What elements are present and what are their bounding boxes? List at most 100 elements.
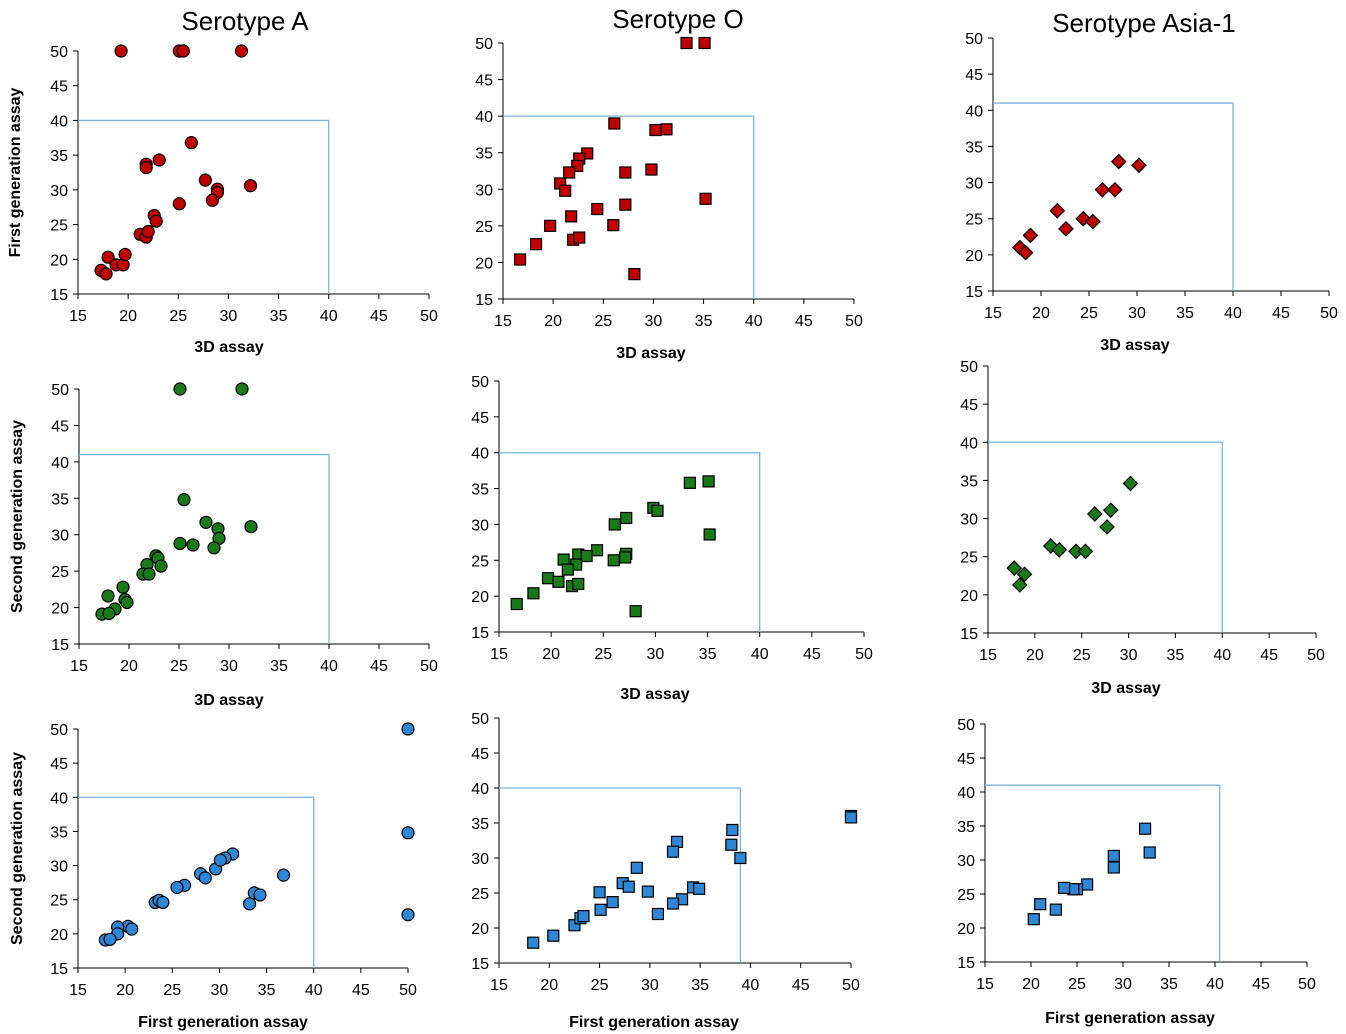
data-point [1138,822,1152,835]
data-point [577,909,590,923]
data-point [1012,577,1028,593]
data-point [101,589,115,603]
data-point [559,184,572,197]
y-tick-label: 45 [50,756,68,773]
panel-asia1-3d-vs-first-gen: 15 20 25 30 35 40 45 50 15 20 25 30 35 40 45 50 3D assay [965,31,1338,354]
y-tick-label: 20 [475,255,493,272]
data-point [172,197,186,211]
data-point [1058,220,1074,237]
x-tick-label: 15 [69,982,87,999]
x-tick-label: 40 [1206,976,1224,993]
y-tick-label: 50 [957,717,975,734]
data-point [1049,903,1062,916]
data-point [154,559,168,573]
panel-asia1-first-vs-second-gen: 15 20 25 30 35 40 45 50 15 20 25 30 35 40 45 50 First ge… [957,717,1316,1027]
data-point [176,44,190,58]
data-point [1102,502,1119,519]
x-tick-label: 15 [979,647,997,664]
data-point [1017,244,1034,261]
x-tick-label: 30 [220,308,238,325]
data-point [725,838,738,851]
y-tick-label: 45 [50,79,68,96]
y-tick-label: 45 [471,746,489,763]
data-point [565,210,578,223]
x-tick-label: 40 [1224,305,1242,322]
data-point [1143,846,1156,859]
y-tick-label: 45 [957,751,975,768]
data-point [243,897,257,911]
data-point [734,851,747,865]
x-tick-label: 45 [352,982,370,999]
y-tick-label: 15 [50,961,68,978]
y-tick-label: 45 [960,397,978,414]
data-point [205,193,219,207]
x-tick-label: 25 [1073,647,1091,664]
x-tick-label: 50 [845,313,863,330]
x-tick-label: 30 [641,977,659,994]
data-point [177,493,191,507]
x-tick-label: 50 [842,977,860,994]
y-tick-label: 35 [471,482,489,499]
y-tick-label: 25 [50,218,68,235]
data-point [680,36,693,50]
data-point [649,123,662,137]
panel-asia1-3d-vs-second-gen: 15 20 25 30 35 40 45 50 15 20 25 30 35 40 45 50 3D assay [960,359,1325,697]
x-tick-label: 50 [420,308,438,325]
data-point [651,504,664,517]
x-tick-label: 35 [1167,647,1185,664]
data-point [116,580,130,594]
y-tick-label: 35 [965,139,983,156]
x-tick-label: 45 [803,646,821,663]
y-tick-label: 15 [50,287,68,304]
data-point [590,544,604,557]
data-point [619,198,632,211]
x-tick-label: 35 [691,977,709,994]
x-tick-label: 25 [163,982,181,999]
data-point [529,238,543,251]
data-point [591,202,604,216]
y-tick-label: 50 [51,382,69,399]
data-point [118,247,132,262]
data-point [213,853,227,867]
data-point [563,166,576,179]
data-point [125,922,139,936]
x-tick-label: 30 [1120,647,1138,664]
column-title-serotype-a: Serotype A [181,6,309,36]
y-tick-label: 45 [475,73,493,90]
x-tick-label: 20 [542,646,560,663]
x-tick-label: 45 [370,658,388,675]
data-point [1006,560,1023,577]
data-point [1107,181,1123,198]
y-tick-label: 50 [965,31,983,48]
x-axis-label: First generation assay [138,1014,308,1031]
y-tick-label: 40 [957,785,975,802]
data-point [243,179,258,193]
x-tick-label: 35 [270,658,288,675]
data-point [541,572,555,585]
y-tick-label: 20 [965,248,983,265]
y-tick-label: 30 [51,528,69,545]
y-tick-label: 50 [50,44,68,61]
data-point [527,936,540,949]
data-point [1131,157,1147,174]
panel-o-3d-vs-first-gen: 15 20 25 30 35 40 45 50 15 20 25 30 35 40 45 50 3D assay [475,36,863,362]
y-tick-label: 30 [960,512,978,529]
y-tick-label: 45 [471,410,489,427]
x-tick-label: 30 [647,646,665,663]
y-tick-label: 50 [50,722,68,739]
panel-a-3d-vs-second-gen: 15 20 25 30 35 40 45 50 15 20 25 30 35 40 45 50 3D assay… [9,382,438,709]
x-axis-label: 3D assay [194,339,263,356]
y-tick-label: 35 [960,473,978,490]
data-point [844,811,858,824]
data-point [703,528,716,541]
data-point [173,536,187,551]
y-tick-label: 35 [471,816,489,833]
y-tick-label: 50 [475,36,493,53]
x-tick-label: 15 [490,646,508,663]
x-tick-label: 35 [258,982,276,999]
data-point [510,597,523,611]
data-point [141,224,155,239]
data-point [1027,913,1040,926]
data-point [607,219,620,232]
